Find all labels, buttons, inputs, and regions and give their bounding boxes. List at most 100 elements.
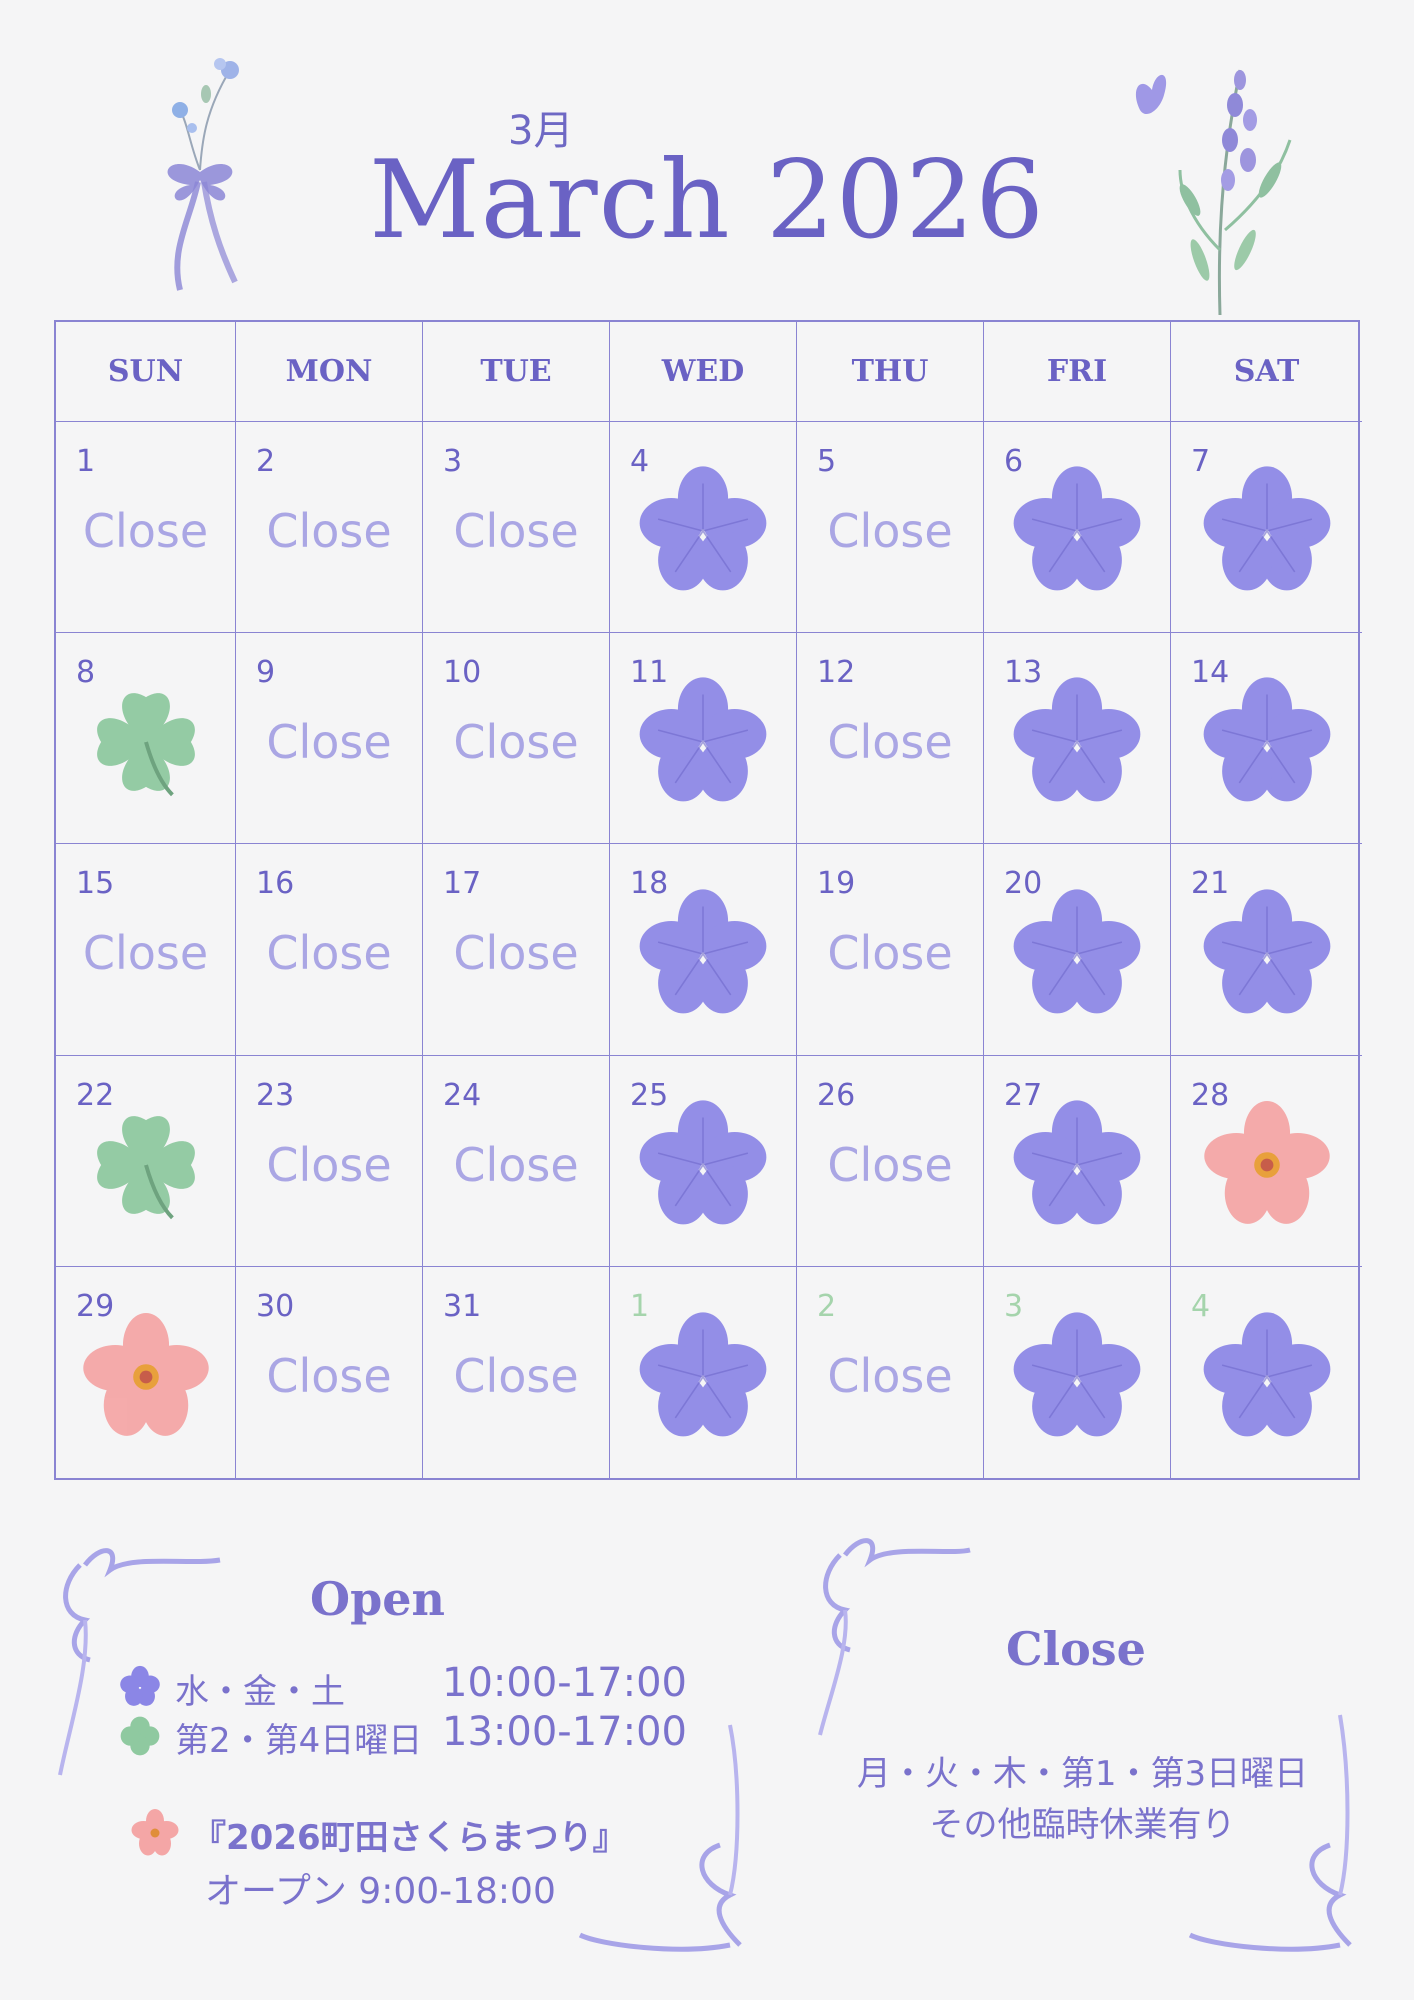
day-number: 1 [76, 444, 96, 479]
day-cell: 6 [984, 422, 1171, 634]
weekday-header-fri: FRI [984, 322, 1171, 422]
ribbon-frame-right-decoration [818, 1538, 1352, 1952]
close-label: Close [827, 1137, 953, 1192]
blue-flower-icon [1203, 1311, 1330, 1437]
day-number: 18 [630, 866, 669, 902]
ribbon-frame-left-decoration [58, 1548, 742, 1952]
day-cell: 9 Close [236, 633, 423, 845]
close-label: Close [266, 504, 392, 558]
close-days: 月・火・木・第1・第3日曜日 [856, 1754, 1309, 1794]
day-cell: 22 [56, 1055, 236, 1267]
close-label: Close [266, 926, 392, 981]
day-cell: 23 Close [236, 1055, 423, 1267]
blue-flower-icon [120, 1665, 160, 1706]
close-label: Close [453, 1348, 579, 1403]
month-jp-label: 3月 [508, 108, 574, 154]
blue-flower-icon [1013, 466, 1141, 591]
day-number: 2 [256, 444, 276, 479]
pink-flower-icon [82, 1312, 209, 1436]
day-number: 27 [1004, 1077, 1043, 1113]
close-label: Close [453, 1137, 579, 1192]
open-weekday-days: 水・金・土 [175, 1672, 345, 1712]
day-number: 3 [1004, 1288, 1024, 1324]
day-cell: 4 [610, 422, 797, 634]
day-cell: 3 [984, 1266, 1171, 1478]
day-number: 4 [1191, 1288, 1211, 1324]
day-number: 1 [630, 1288, 650, 1324]
day-cell: 28 [1171, 1056, 1362, 1267]
day-number: 10 [443, 655, 482, 691]
day-cell: 14 [1171, 633, 1362, 845]
day-cell: 7 [1171, 422, 1362, 634]
pink-flower-icon [1203, 1100, 1330, 1224]
blue-flower-icon [1013, 1100, 1141, 1225]
open-sunday-hours: 13:00-17:00 [442, 1709, 687, 1755]
close-label: Close [827, 1348, 953, 1403]
green-clover-icon [96, 693, 195, 797]
day-number: 31 [443, 1288, 482, 1324]
event-hours: オープン 9:00-18:00 [205, 1871, 556, 1912]
day-number: 14 [1191, 655, 1230, 691]
day-number: 20 [1004, 866, 1043, 902]
close-label: Close [266, 1348, 392, 1403]
day-cell: 13 [984, 633, 1171, 845]
day-number: 17 [443, 866, 482, 902]
day-cell: 18 [610, 844, 797, 1056]
day-number: 7 [1191, 444, 1211, 479]
day-cell: 24 Close [423, 1055, 610, 1267]
day-cell: 20 [984, 844, 1171, 1056]
green-clover-icon [96, 1115, 195, 1220]
weekday-header-wed: WED [610, 322, 797, 422]
day-cell: 27 [984, 1055, 1171, 1267]
day-number: 26 [817, 1077, 856, 1113]
day-number: 3 [443, 444, 463, 479]
day-cell: 12 Close [797, 633, 984, 845]
blue-flower-icon [1013, 1311, 1141, 1437]
open-heading: Open [310, 1572, 445, 1626]
day-number: 11 [630, 655, 669, 691]
day-number: 4 [630, 444, 650, 479]
day-cell: 10 Close [423, 633, 610, 845]
day-number: 2 [817, 1288, 837, 1324]
blue-flower-icon [1203, 466, 1330, 591]
weekday-header-mon: MON [236, 322, 423, 422]
close-label: Close [266, 1137, 392, 1192]
day-number: 29 [76, 1288, 115, 1324]
day-number: 22 [76, 1077, 115, 1113]
blue-flower-icon [1013, 677, 1141, 802]
day-number: 16 [256, 866, 295, 902]
day-cell: 5 Close [797, 422, 984, 634]
close-label: Close [827, 504, 953, 558]
day-number: 19 [817, 866, 856, 902]
day-cell: 29 [56, 1266, 236, 1478]
day-cell: 16 Close [236, 844, 423, 1056]
close-label: Close [453, 504, 579, 558]
open-weekday-hours: 10:00-17:00 [442, 1660, 687, 1706]
close-label: Close [453, 926, 579, 981]
day-cell: 30 Close [236, 1266, 423, 1478]
day-number: 21 [1191, 866, 1230, 902]
day-cell: 25 [610, 1055, 797, 1267]
event-title: 『2026町田さくらまつり』 [192, 1818, 627, 1858]
calendar-grid: SUN MON TUE WED THU FRI SAT 1 Close 2 Close 3 Close 4… [54, 320, 1362, 1480]
open-sunday-days: 第2・第4日曜日 [175, 1721, 423, 1761]
page-title: March 2026 [369, 138, 1045, 263]
day-number: 25 [630, 1077, 669, 1113]
day-cell: 31 Close [423, 1266, 610, 1478]
close-label: Close [827, 715, 953, 770]
day-number: 8 [76, 655, 96, 691]
weekday-header-sat: SAT [1171, 322, 1362, 422]
day-cell: 11 [610, 633, 797, 845]
blue-flower-icon [639, 1100, 767, 1225]
day-number: 24 [443, 1077, 482, 1113]
day-cell: 3 Close [423, 422, 610, 634]
close-label: Close [266, 715, 392, 770]
day-cell: 26 Close [797, 1055, 984, 1267]
weekday-header-thu: THU [797, 322, 984, 422]
day-number: 5 [817, 444, 837, 479]
blue-flower-icon [639, 889, 767, 1014]
close-label: Close [82, 926, 209, 981]
day-cell: 15 Close [56, 844, 236, 1056]
pink-flower-icon [131, 1809, 179, 1856]
weekday-header-sun: SUN [56, 322, 236, 422]
